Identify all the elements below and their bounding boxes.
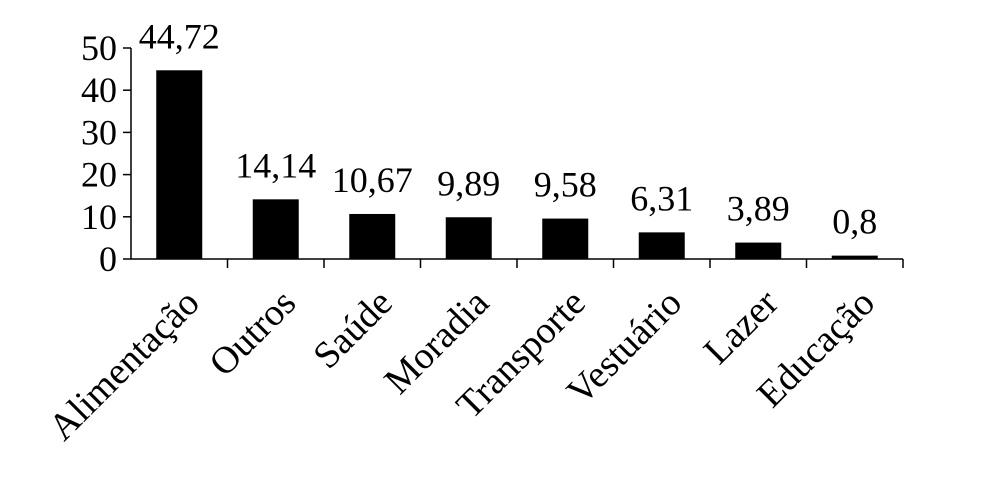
data-label: 0,8 — [832, 202, 877, 242]
data-labels: 44,72 14,14 10,67 9,89 9,58 6,31 3,89 0,8 — [139, 16, 878, 241]
category-label: Outros — [201, 282, 304, 385]
data-label: 14,14 — [235, 145, 316, 185]
x-axis — [131, 258, 904, 268]
bar-vestuário — [638, 232, 685, 259]
y-tick-label: 20 — [81, 155, 117, 195]
category-label: Lazer — [696, 281, 787, 372]
data-label: 9,89 — [437, 163, 500, 203]
data-label: 10,67 — [332, 160, 413, 200]
y-tick-label: 30 — [81, 112, 117, 152]
bar-outros — [252, 199, 299, 259]
y-tick-label: 40 — [81, 70, 117, 110]
y-tick-label: 50 — [81, 28, 117, 68]
bar-lazer — [735, 242, 782, 259]
bars — [156, 70, 878, 259]
data-label: 6,31 — [630, 178, 693, 218]
data-label: 9,58 — [534, 165, 597, 205]
category-label: Alimentação — [41, 282, 208, 449]
bar-transporte — [542, 218, 589, 259]
y-tick-label: 0 — [99, 239, 117, 279]
bar-saúde — [349, 213, 396, 259]
bar-alimentação — [156, 70, 203, 259]
data-label: 44,72 — [139, 16, 220, 56]
bar-educação — [831, 255, 878, 259]
y-tick-label: 10 — [81, 197, 117, 237]
data-label: 3,89 — [727, 189, 790, 229]
bar-moradia — [445, 217, 492, 259]
